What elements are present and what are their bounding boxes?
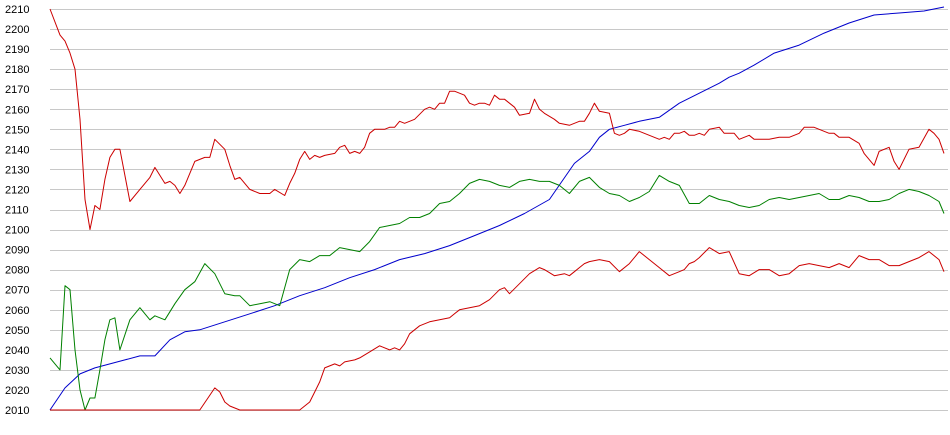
y-axis-tick-labels: 2010 2020 2030 2040 2050 2060 2070 2080 2090 2100… — [5, 4, 29, 417]
y-tick-label: 2010 — [5, 405, 29, 417]
y-tick-label: 2150 — [5, 124, 29, 136]
y-tick-label: 2210 — [5, 4, 29, 16]
y-tick-label: 2040 — [5, 345, 29, 357]
y-tick-label: 2090 — [5, 245, 29, 257]
y-tick-label: 2060 — [5, 305, 29, 317]
gridlines — [50, 9, 948, 411]
series-line-2 — [49, 8, 945, 230]
y-tick-label: 2080 — [5, 265, 29, 277]
y-tick-label: 2100 — [5, 225, 29, 237]
y-tick-label: 2170 — [5, 84, 29, 96]
y-tick-label: 2120 — [5, 184, 29, 196]
y-tick-label: 2050 — [5, 325, 29, 337]
y-tick-label: 2110 — [5, 205, 29, 217]
y-tick-label: 2190 — [5, 44, 29, 56]
y-tick-label: 2160 — [5, 104, 29, 116]
y-tick-label: 2130 — [5, 164, 29, 176]
series-line-3 — [49, 174, 945, 411]
series-line-4 — [50, 247, 945, 411]
y-tick-label: 2140 — [5, 144, 29, 156]
y-tick-label: 2070 — [5, 285, 29, 297]
series-line-1 — [49, 6, 945, 411]
y-tick-label: 2180 — [5, 64, 29, 76]
y-tick-label: 2020 — [5, 385, 29, 397]
y-tick-label: 2030 — [5, 365, 29, 377]
y-tick-label: 2200 — [5, 24, 29, 36]
series-lines — [49, 6, 945, 411]
